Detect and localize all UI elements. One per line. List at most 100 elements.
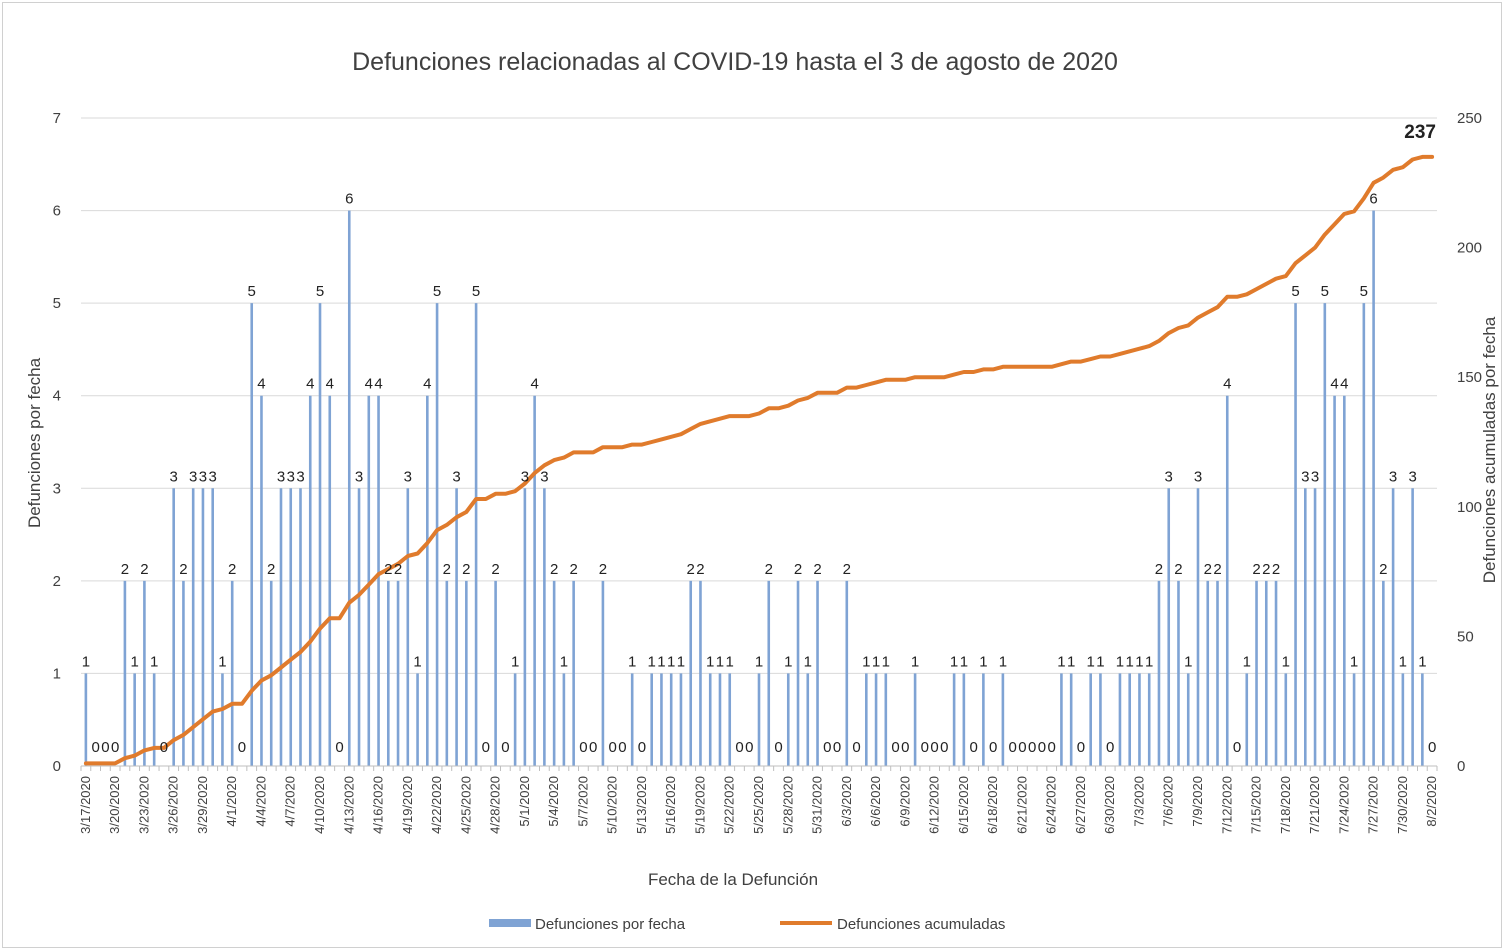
bar-data-label: 2 — [394, 561, 402, 578]
bar-data-label: 0 — [921, 739, 929, 756]
bar-data-label: 1 — [950, 653, 958, 670]
bar-data-label: 0 — [618, 739, 626, 756]
bar-data-label: 2 — [843, 561, 851, 578]
bar-data-label: 1 — [130, 653, 138, 670]
bar-data-label: 5 — [248, 283, 256, 300]
x-tick-label: 5/4/2020 — [546, 776, 561, 827]
x-tick-label: 6/21/2020 — [1014, 776, 1029, 834]
bar-data-label: 1 — [1096, 653, 1104, 670]
bar — [913, 673, 917, 766]
bar — [123, 580, 127, 766]
x-axis-ticks: 3/17/2020 3/20/2020 3/23/2020 3/26/2020 3/29… — [78, 776, 1439, 834]
right-y-axis-title: Defunciones acumuladas por fecha — [1480, 316, 1499, 583]
bar-data-label: 3 — [277, 468, 285, 485]
bar-data-label: 3 — [1408, 468, 1416, 485]
bar-data-label: 1 — [667, 653, 675, 670]
bar — [669, 673, 673, 766]
x-tick-label: 6/9/2020 — [897, 776, 912, 827]
bar — [1274, 580, 1278, 766]
right-y-tick-label: 150 — [1457, 369, 1482, 386]
bar — [84, 673, 88, 766]
bar — [1255, 580, 1258, 766]
bar — [884, 673, 888, 766]
bar — [221, 673, 224, 766]
bar-data-label: 2 — [1155, 561, 1163, 578]
bar-data-label: 0 — [969, 739, 977, 756]
gridlines — [81, 117, 1437, 674]
bar-data-label: 1 — [804, 653, 812, 670]
bar — [347, 210, 351, 767]
bar — [299, 488, 302, 766]
bar-data-label: 1 — [1135, 653, 1143, 670]
left-y-axis-ticks: 0 1 2 3 4 5 6 7 — [53, 110, 61, 775]
x-tick-label: 4/22/2020 — [429, 776, 444, 834]
bar-data-label: 0 — [91, 739, 99, 756]
bar-data-label: 0 — [833, 739, 841, 756]
x-tick-label: 3/17/2020 — [78, 776, 93, 834]
bar-data-label: 0 — [1428, 739, 1436, 756]
bar-data-label: 0 — [335, 739, 343, 756]
bar-data-label: 0 — [1038, 739, 1046, 756]
bar-data-label: 2 — [267, 561, 275, 578]
bar-data-label: 2 — [1252, 561, 1260, 578]
bar-data-label: 2 — [1213, 561, 1221, 578]
bar — [1089, 673, 1092, 766]
bar — [1001, 673, 1005, 766]
bar-data-label: 2 — [179, 561, 187, 578]
bar-data-label: 0 — [852, 739, 860, 756]
bar — [1411, 488, 1414, 766]
bar — [1401, 673, 1405, 766]
left-y-axis-title: Defunciones por fecha — [25, 357, 44, 528]
bar — [1352, 673, 1356, 766]
bar — [1196, 488, 1200, 766]
bar-data-label: 1 — [1418, 653, 1426, 670]
bar — [1060, 673, 1063, 766]
bar — [874, 673, 878, 766]
bar-data-label: 1 — [677, 653, 685, 670]
bar-data-label: 1 — [1126, 653, 1134, 670]
bar — [1294, 303, 1297, 766]
legend-swatch-bars — [489, 919, 531, 927]
bar-data-label: 3 — [540, 468, 548, 485]
bar-data-label: 1 — [1243, 653, 1251, 670]
bar — [1225, 395, 1229, 766]
x-tick-label: 4/4/2020 — [253, 776, 268, 827]
bar — [845, 580, 849, 766]
x-tick-label: 4/1/2020 — [224, 776, 239, 827]
bar — [543, 488, 546, 766]
bar-data-label: 2 — [813, 561, 821, 578]
bar-data-label: 2 — [569, 561, 577, 578]
bar-data-label: 1 — [872, 653, 880, 670]
x-tick-label: 5/22/2020 — [722, 776, 737, 834]
bar-data-label: 1 — [1282, 653, 1290, 670]
x-tick-label: 7/9/2020 — [1190, 776, 1205, 827]
bar — [406, 488, 410, 766]
bar-data-label: 1 — [882, 653, 890, 670]
x-tick-label: 3/29/2020 — [195, 776, 210, 834]
bar-data-label: 1 — [979, 653, 987, 670]
bar-data-label: 2 — [1272, 561, 1280, 578]
bar-data-label: 1 — [911, 653, 919, 670]
bar — [416, 673, 419, 766]
bar-data-label: 2 — [462, 561, 470, 578]
x-tick-label: 7/24/2020 — [1336, 776, 1351, 834]
bar-data-label: 3 — [1311, 468, 1319, 485]
bar — [377, 395, 380, 766]
bar-data-label: 1 — [716, 653, 724, 670]
legend-label-line: Defunciones acumuladas — [837, 916, 1005, 933]
bar — [806, 673, 810, 766]
bar — [1216, 580, 1219, 766]
bar-data-label: 0 — [1106, 739, 1114, 756]
bar-data-label: 1 — [862, 653, 870, 670]
bar — [562, 673, 566, 766]
x-tick-label: 7/6/2020 — [1161, 776, 1176, 827]
right-y-tick-label: 100 — [1457, 499, 1482, 516]
x-axis-title: Fecha de la Defunción — [648, 870, 818, 889]
bar-data-label: 2 — [687, 561, 695, 578]
bar-data-label: 2 — [765, 561, 773, 578]
bar — [679, 673, 683, 766]
bar-data-label: 0 — [238, 739, 246, 756]
bar-data-label: 0 — [579, 739, 587, 756]
legend-label-bars: Defunciones por fecha — [535, 916, 686, 933]
